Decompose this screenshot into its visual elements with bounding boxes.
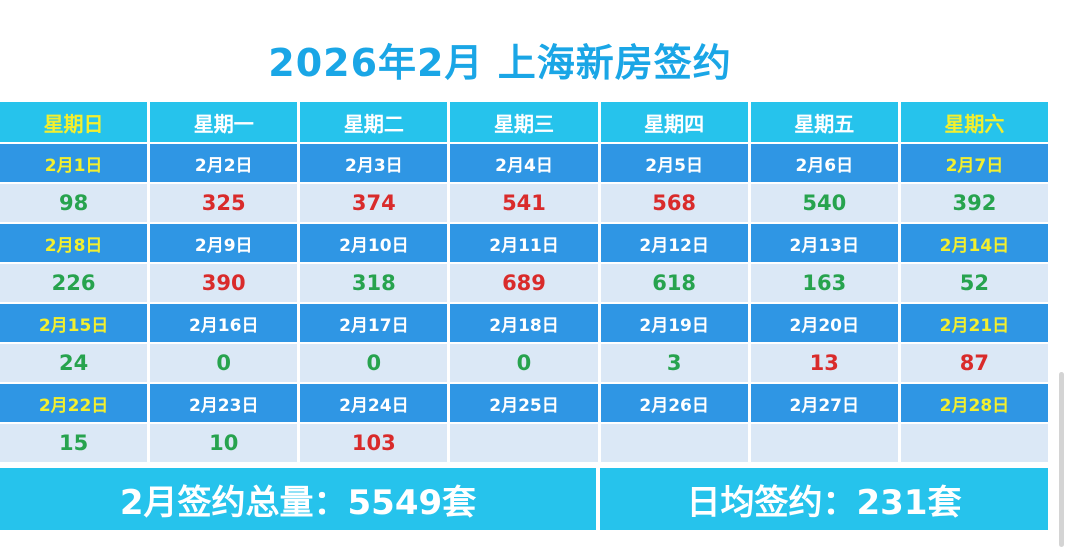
signing-count-cell: 103	[300, 422, 448, 462]
date-cell: 2月14日	[900, 222, 1048, 262]
date-cell: 2月19日	[600, 302, 748, 342]
signing-count-cell: 568	[600, 182, 748, 222]
signing-count-cell: 98	[0, 182, 148, 222]
date-cell: 2月3日	[300, 142, 448, 182]
signing-count-cell: 0	[300, 342, 448, 382]
signing-count-cell: 87	[900, 342, 1048, 382]
weekday-header: 星期日	[0, 102, 148, 142]
date-cell: 2月26日	[600, 382, 748, 422]
date-cell: 2月12日	[600, 222, 748, 262]
signing-count-cell: 374	[300, 182, 448, 222]
date-cell: 2月22日	[0, 382, 148, 422]
signing-count-cell: 226	[0, 262, 148, 302]
signing-count-cell: 318	[300, 262, 448, 302]
date-cell: 2月6日	[750, 142, 898, 182]
calendar-grid: 星期日 星期一 星期二 星期三 星期四 星期五 星期六 2月1日 2月2日 2月3日 2月4日 2月5…	[0, 102, 1048, 462]
weekday-header: 星期五	[750, 102, 898, 142]
signing-count-cell: 24	[0, 342, 148, 382]
signing-count-cell: 618	[600, 262, 748, 302]
date-cell: 2月27日	[750, 382, 898, 422]
summary-bar: 2月签约总量：5549套 日均签约：231套	[0, 468, 1048, 530]
date-cell: 2月18日	[450, 302, 598, 342]
signing-count-cell: 0	[450, 342, 598, 382]
signing-count-cell	[600, 422, 748, 462]
signing-count-cell	[750, 422, 898, 462]
date-cell: 2月9日	[150, 222, 298, 262]
weekday-header: 星期一	[150, 102, 298, 142]
signing-count-cell: 390	[150, 262, 298, 302]
signing-count-cell: 325	[150, 182, 298, 222]
date-cell: 2月21日	[900, 302, 1048, 342]
signing-count-cell: 13	[750, 342, 898, 382]
date-cell: 2月17日	[300, 302, 448, 342]
signing-count-cell: 0	[150, 342, 298, 382]
date-cell: 2月23日	[150, 382, 298, 422]
signing-count-cell: 52	[900, 262, 1048, 302]
scrollbar[interactable]	[1059, 372, 1064, 547]
signing-count-cell: 541	[450, 182, 598, 222]
signing-count-cell: 163	[750, 262, 898, 302]
page-title: 2026年2月 上海新房签约	[268, 41, 732, 85]
signing-count-cell	[900, 422, 1048, 462]
weekday-header: 星期六	[900, 102, 1048, 142]
date-cell: 2月16日	[150, 302, 298, 342]
signing-count-cell: 392	[900, 182, 1048, 222]
signing-count-cell: 689	[450, 262, 598, 302]
signing-count-cell	[450, 422, 598, 462]
monthly-total: 2月签约总量：5549套	[0, 468, 596, 530]
date-cell: 2月28日	[900, 382, 1048, 422]
date-cell: 2月25日	[450, 382, 598, 422]
date-cell: 2月7日	[900, 142, 1048, 182]
signing-count-cell: 540	[750, 182, 898, 222]
signing-count-cell: 10	[150, 422, 298, 462]
date-cell: 2月20日	[750, 302, 898, 342]
date-cell: 2月10日	[300, 222, 448, 262]
date-cell: 2月4日	[450, 142, 598, 182]
date-cell: 2月8日	[0, 222, 148, 262]
date-cell: 2月5日	[600, 142, 748, 182]
date-cell: 2月1日	[0, 142, 148, 182]
date-cell: 2月13日	[750, 222, 898, 262]
signing-count-cell: 3	[600, 342, 748, 382]
date-cell: 2月11日	[450, 222, 598, 262]
daily-average: 日均签约：231套	[600, 468, 1048, 530]
date-cell: 2月15日	[0, 302, 148, 342]
signing-count-cell: 15	[0, 422, 148, 462]
date-cell: 2月24日	[300, 382, 448, 422]
weekday-header: 星期三	[450, 102, 598, 142]
weekday-header: 星期二	[300, 102, 448, 142]
weekday-header: 星期四	[600, 102, 748, 142]
date-cell: 2月2日	[150, 142, 298, 182]
